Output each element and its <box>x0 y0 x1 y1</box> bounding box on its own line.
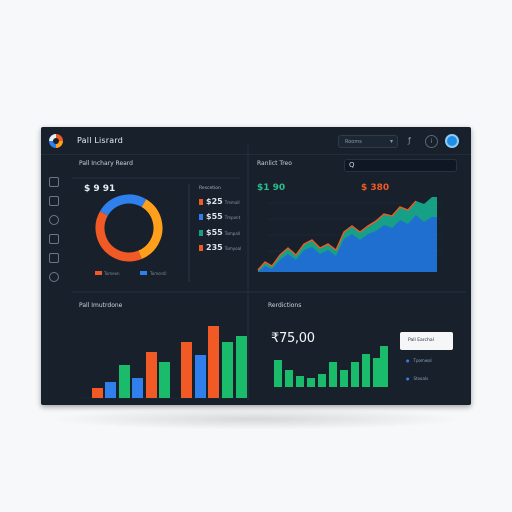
dropdown-menu[interactable]: Pall Earchal <box>400 332 453 350</box>
menu-item[interactable]: ● Stooals <box>406 376 428 381</box>
legend-swatch <box>199 230 203 236</box>
bar <box>159 362 170 398</box>
bar-chart <box>80 326 247 399</box>
bar <box>351 362 359 387</box>
donut-footer-swatch <box>95 271 102 275</box>
app-title: Pall Lisrard <box>77 136 124 145</box>
menu-bullet-icon: ● <box>406 376 410 381</box>
legend-row: $25 Tmmall <box>199 197 240 206</box>
bar <box>195 355 206 398</box>
bar <box>236 336 247 398</box>
bar <box>119 365 130 398</box>
chevron-down-icon: ▾ <box>389 138 393 145</box>
user-icon[interactable] <box>49 272 59 282</box>
bars-panel-title: Pall Imutrdone <box>79 302 123 309</box>
legend-label: Tmmall <box>224 200 240 205</box>
range-select-label: Rooms <box>345 139 362 145</box>
bar <box>340 370 348 387</box>
donut-panel-title: Pall Inchary Reard <box>79 160 133 167</box>
legend-swatch <box>199 214 203 220</box>
menu-item-label: Stooals <box>413 376 429 381</box>
donut-legend-title: Rescetion <box>199 186 221 191</box>
donut-slice <box>95 194 163 262</box>
bar <box>208 326 219 398</box>
area-kpi-right: $ 380 <box>361 183 390 193</box>
bar <box>362 354 370 387</box>
range-select[interactable]: Rooms ▾ <box>338 135 398 148</box>
area-kpi-left: $1 90 <box>257 183 286 193</box>
legend-value: $55 <box>206 212 223 221</box>
app-logo <box>49 134 63 148</box>
grid-icon[interactable] <box>49 234 59 244</box>
settings-icon[interactable] <box>49 215 59 225</box>
bar <box>181 342 192 398</box>
donut-footer-swatch <box>140 271 147 275</box>
legend-label: Tompall <box>224 231 241 236</box>
bell-icon[interactable]: ƒ <box>408 136 411 145</box>
dropdown-menu-title: Pall Earchal <box>408 338 434 343</box>
bar <box>296 376 304 387</box>
message-icon[interactable] <box>49 253 59 263</box>
legend-label: Tmpont <box>224 215 241 220</box>
legend-label: Tomyoal <box>224 246 242 251</box>
legend-row: 235 Tomyoal <box>199 243 241 252</box>
area-series-blue <box>258 215 437 272</box>
menu-item-label: Tpomwal <box>413 358 432 363</box>
donut-kpi: $ 9 91 <box>84 184 116 194</box>
donut-chart <box>95 194 163 275</box>
predictions-big-value: ₹75,00 <box>271 331 315 346</box>
search-input[interactable]: Q <box>344 159 457 172</box>
bar <box>274 360 282 387</box>
bar <box>380 346 388 387</box>
info-icon[interactable]: i <box>425 135 438 148</box>
legend-row: $55 Tompall <box>199 228 240 237</box>
donut-slice <box>95 194 163 262</box>
bar <box>132 378 143 398</box>
bar <box>285 370 293 387</box>
donut-footer-label: Tomorsll <box>150 271 167 276</box>
chart-icon[interactable] <box>49 177 59 187</box>
area-panel-title: Ranlict Treo <box>257 160 292 167</box>
menu-bullet-icon: ● <box>406 358 410 363</box>
bar <box>329 362 337 387</box>
predictions-panel-title: Rerdictions <box>268 302 302 309</box>
legend-value: 235 <box>206 243 223 252</box>
bar <box>146 352 157 398</box>
legend-value: $25 <box>206 197 223 206</box>
avatar[interactable] <box>445 134 459 148</box>
bar <box>307 378 315 387</box>
bar <box>318 374 326 387</box>
donut-footer-label: Tomeon <box>104 271 120 276</box>
top-bar: Pall Lisrard Rooms ▾ ƒ i <box>41 127 471 155</box>
search-icon: Q <box>349 161 355 169</box>
area-chart <box>257 197 442 272</box>
bar <box>105 382 116 398</box>
sidebar <box>41 155 67 405</box>
bar <box>373 358 381 387</box>
area-series-line <box>257 200 417 271</box>
bar <box>92 388 103 398</box>
predictions-chart <box>274 346 388 387</box>
bar <box>222 342 233 398</box>
legend-value: $55 <box>206 228 223 237</box>
legend-swatch <box>199 199 203 205</box>
legend-swatch <box>199 245 203 251</box>
window-shadow <box>46 408 466 430</box>
menu-item[interactable]: ● Tpomwal <box>406 358 432 363</box>
legend-row: $55 Tmpont <box>199 212 240 221</box>
layers-icon[interactable] <box>49 196 59 206</box>
